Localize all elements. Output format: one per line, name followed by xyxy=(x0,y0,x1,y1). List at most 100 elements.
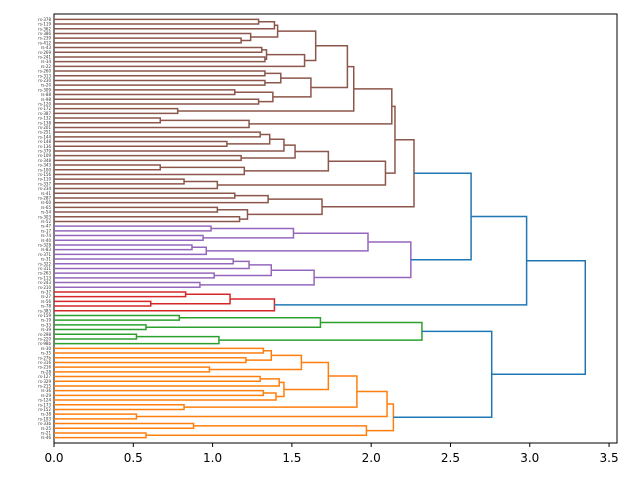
dendrogram-link xyxy=(310,45,349,89)
leaf-label: rs-210 xyxy=(38,285,51,290)
leaf-label: rs-243 xyxy=(38,280,51,285)
dendrogram-link xyxy=(150,293,231,305)
dendrogram-link xyxy=(54,378,280,387)
dendrogram-link xyxy=(145,425,368,437)
dendrogram-link xyxy=(276,381,285,398)
leaf-label: rs-201 xyxy=(38,125,51,130)
dendrogram-link xyxy=(245,349,273,361)
x-tick-label: 3.5 xyxy=(600,451,619,465)
dendrogram-link xyxy=(54,107,179,115)
leaf-label: rs-88 xyxy=(41,92,52,97)
dendrogram-link xyxy=(491,259,587,376)
leaf-label: rs-65 xyxy=(41,205,52,210)
leaf-labels: rs-378rs-119rs-362rs-386rs-239rs-412rs-4… xyxy=(38,17,51,440)
leaf-label: rs-25 xyxy=(41,426,52,431)
x-axis: 0.0 0.5 1.0 1.5 2.0 2.5 3.0 3.5 xyxy=(44,443,619,465)
leaf-label: rs-343 xyxy=(38,163,51,168)
x-tick-label: 1.5 xyxy=(282,451,301,465)
dendrogram-link xyxy=(54,432,147,439)
dendrogram-link xyxy=(218,321,423,341)
dendrogram-link xyxy=(54,119,250,129)
leaf-label: rs-21 xyxy=(41,430,52,435)
leaf-label: rs-124 xyxy=(38,398,51,403)
leaf-label: rs-29 xyxy=(41,393,52,398)
leaf-label: rs-98 xyxy=(41,97,52,102)
leaf-label: rs-322 xyxy=(38,261,51,266)
leaf-label: rs-348 xyxy=(38,158,51,163)
leaf-label: rs-136 xyxy=(38,144,51,149)
leaf-label: rs-220 xyxy=(38,336,51,341)
leaf-label: rs-30 xyxy=(41,346,52,351)
dendrogram-link xyxy=(54,37,242,44)
leaf-label: rs-172 xyxy=(38,106,51,111)
leaf-label: rs-328 xyxy=(38,242,51,247)
leaf-label: rs-378 xyxy=(38,17,51,22)
leaf-label: rs-387 xyxy=(38,111,51,116)
leaf-label: rs-127 xyxy=(38,374,51,379)
dendrogram-link xyxy=(241,144,296,159)
leaf-label: rs-109 xyxy=(38,153,51,158)
leaf-label: rs-239 xyxy=(38,36,51,41)
leaf-label: rs-40 xyxy=(41,238,52,243)
leaf-label: rs-156 xyxy=(38,172,51,177)
leaf-label: rs-74 xyxy=(41,233,52,238)
leaf-label: rs-47 xyxy=(41,224,52,229)
dendrogram-link xyxy=(54,178,185,185)
dendrogram-link xyxy=(199,269,315,286)
dendrogram-link xyxy=(206,232,369,252)
leaf-label: rs-383 xyxy=(38,308,51,313)
leaf-label: rs-35 xyxy=(41,351,52,356)
dendrogram-link xyxy=(54,333,138,340)
leaf-label: rs-110 xyxy=(38,177,51,182)
dendrogram-link xyxy=(54,357,247,364)
dendrogram-link xyxy=(136,390,388,418)
dendrogram-link xyxy=(54,298,276,312)
dendrogram-link xyxy=(410,172,472,261)
leaf-label: rs-159 xyxy=(38,313,51,318)
leaf-label: rs-215 xyxy=(38,383,51,388)
dendrogram-link xyxy=(54,154,242,162)
dendrogram-link xyxy=(366,403,395,432)
leaf-label: rs-303 xyxy=(38,214,51,219)
leaf-label: rs-41 xyxy=(41,191,52,196)
leaf-label: rs-113 xyxy=(38,275,51,280)
leaf-label: rs-54 xyxy=(41,210,52,215)
leaf-label: rs-193 xyxy=(38,416,51,421)
leaf-label: rs-311 xyxy=(38,266,51,271)
leaf-label: rs-251 xyxy=(38,130,51,135)
leaf-label: rs-19 xyxy=(41,318,52,323)
dendrogram-link xyxy=(54,180,219,190)
dendrogram-link xyxy=(54,272,215,279)
leaf-label: rs-46 xyxy=(41,435,52,440)
dendrogram-link xyxy=(314,241,412,279)
dendrogram-link xyxy=(217,160,387,186)
dendrogram-link xyxy=(54,389,265,397)
dendrogram-link xyxy=(54,89,236,96)
leaf-label: rs-329 xyxy=(38,379,51,384)
dendrogram-link xyxy=(244,150,330,172)
dendrogram-link xyxy=(54,260,250,270)
leaf-label: rs-83 xyxy=(41,247,52,252)
dendrogram-link xyxy=(214,264,273,277)
dendrogram-link xyxy=(54,206,219,213)
dendrogram-link xyxy=(54,117,162,124)
dendrogram-link xyxy=(54,192,236,199)
dendrogram-link xyxy=(393,330,493,419)
dendrogram-link xyxy=(54,70,266,77)
leaf-label: rs-28 xyxy=(41,369,52,374)
dendrogram-link xyxy=(54,98,260,105)
dendrogram-link xyxy=(54,20,276,30)
dendrogram-link xyxy=(145,317,322,328)
dendrogram-link xyxy=(54,392,277,401)
x-tick-label: 0.0 xyxy=(44,451,63,465)
dendrogram-link xyxy=(217,208,249,220)
leaf-label: rs-52 xyxy=(41,219,52,224)
leaf-label: rs-38 xyxy=(41,412,52,417)
leaf-label: rs-78 xyxy=(41,304,52,309)
dendrogram-link xyxy=(54,225,212,232)
leaf-label: rs-31 xyxy=(41,257,52,262)
leaf-label: rs-27 xyxy=(41,294,52,299)
leaf-label: rs-60 xyxy=(41,200,52,205)
dendrogram-link xyxy=(272,77,312,98)
